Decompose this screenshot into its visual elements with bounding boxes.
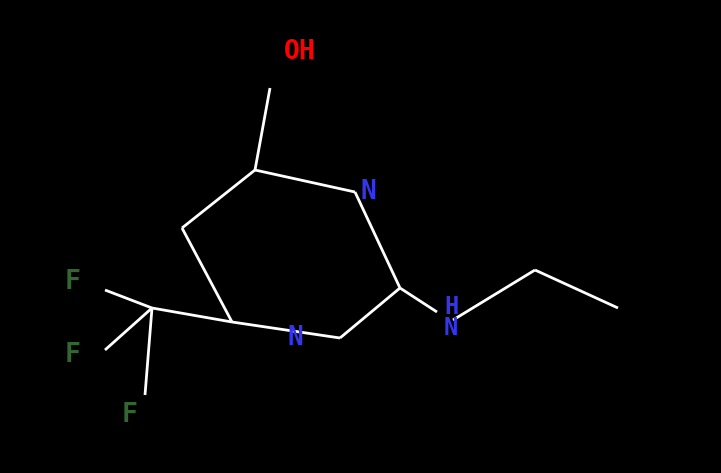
Text: N: N — [444, 316, 458, 340]
Text: F: F — [65, 269, 81, 295]
Text: F: F — [122, 402, 138, 428]
Text: OH: OH — [284, 39, 316, 65]
Text: H: H — [444, 295, 458, 319]
Text: N: N — [360, 179, 376, 205]
Text: F: F — [65, 342, 81, 368]
Text: N: N — [287, 325, 303, 351]
